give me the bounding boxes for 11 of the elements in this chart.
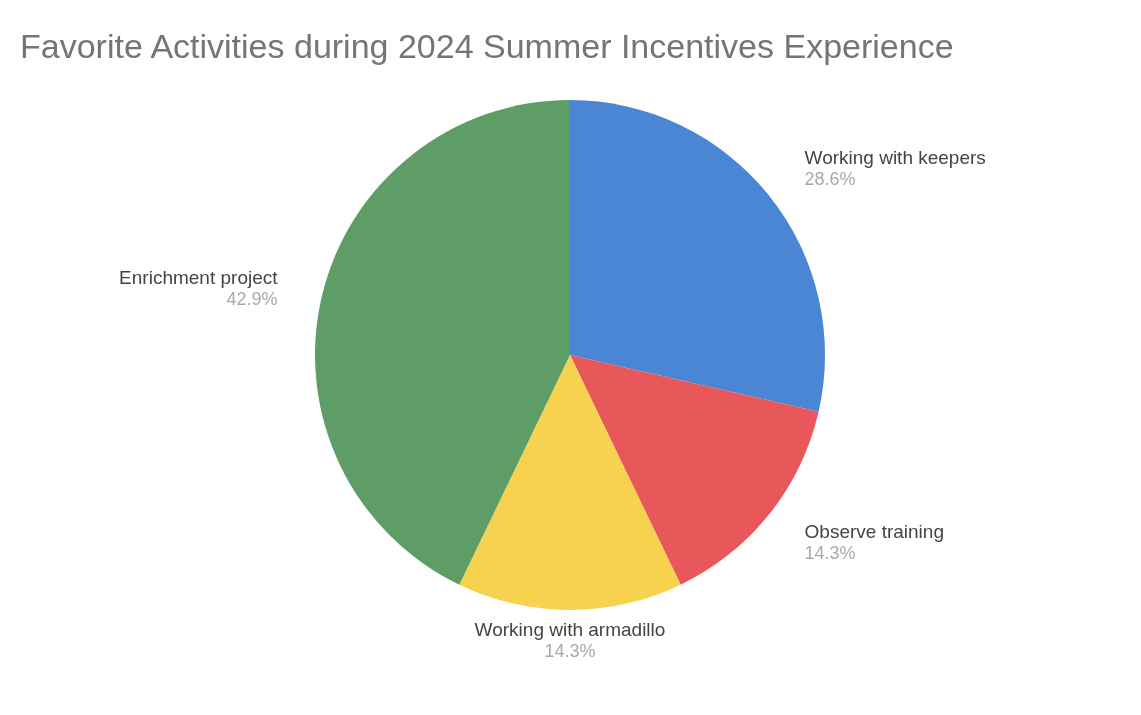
- data-label: 28.6%: [804, 168, 856, 189]
- slice-label: Enrichment project: [119, 267, 279, 289]
- data-label: 42.9%: [226, 289, 278, 310]
- chart-title: Favorite Activities during 2024 Summer Incentives Experience: [20, 27, 954, 65]
- data-label: 14.3%: [544, 641, 596, 661]
- pie-slice: [315, 100, 570, 585]
- slice-label: Observe training: [804, 521, 944, 543]
- pie-slice: [459, 355, 681, 610]
- slice-label: Working with armadillo: [474, 619, 666, 640]
- slice-label: Working with keepers: [804, 146, 986, 168]
- data-label: 14.3%: [804, 543, 856, 564]
